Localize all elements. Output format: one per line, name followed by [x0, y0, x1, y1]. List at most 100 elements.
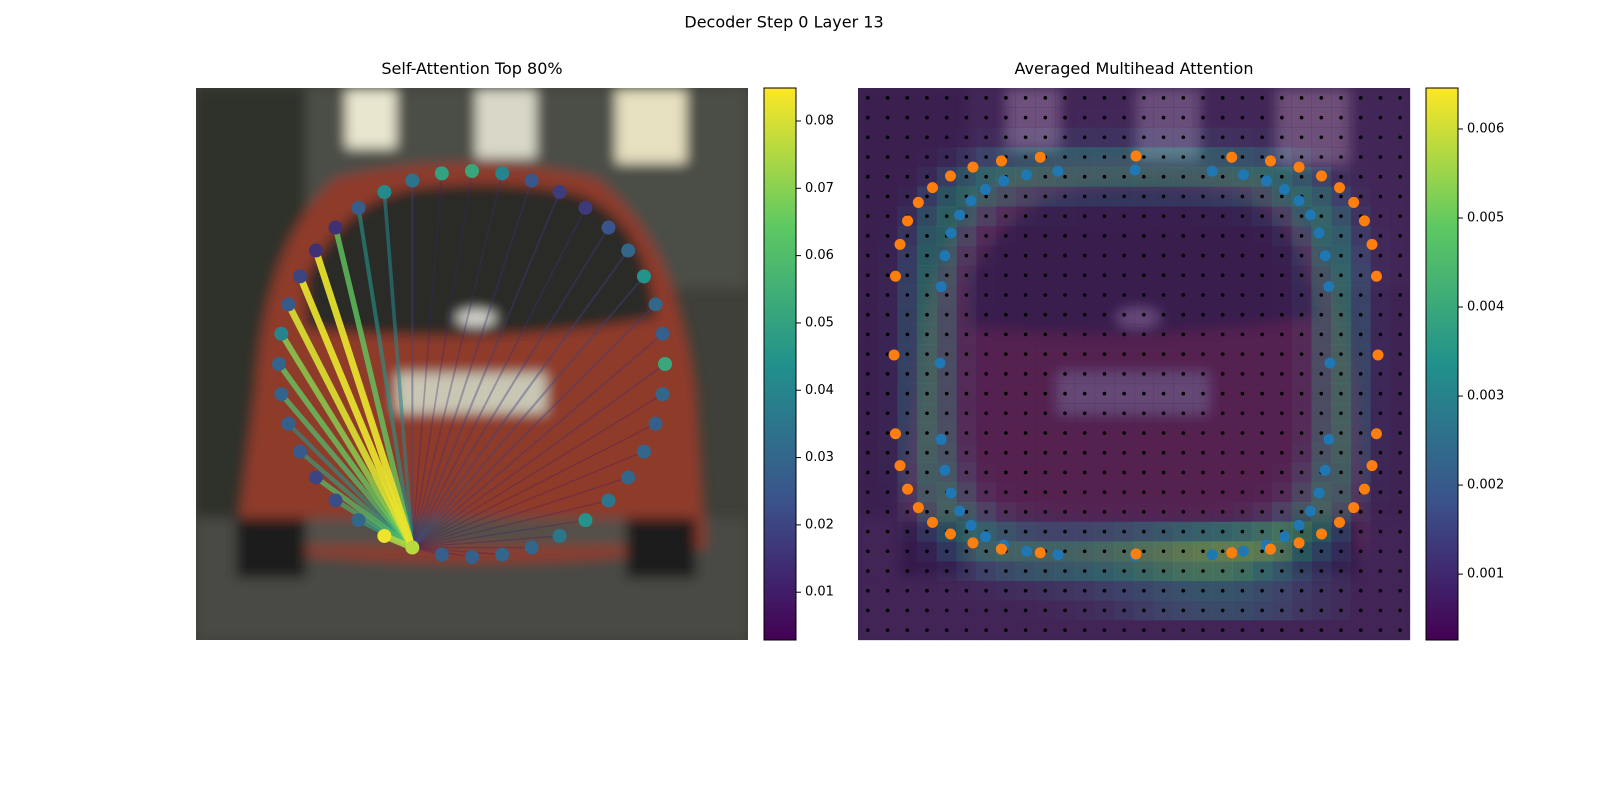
grid-dot	[885, 155, 890, 159]
attention-node	[405, 173, 420, 188]
grid-dot	[905, 155, 910, 159]
grid-dot	[866, 96, 870, 100]
keypoint	[944, 528, 956, 540]
grid-dot	[1181, 96, 1186, 100]
keypoint	[1034, 547, 1046, 559]
grid-dot	[1181, 312, 1186, 317]
grid-dot	[964, 273, 969, 278]
grid-dot	[1398, 588, 1402, 593]
grid-dot	[1358, 273, 1363, 278]
grid-dot	[1023, 391, 1028, 396]
grid-dot	[1004, 470, 1008, 475]
grid-dot	[1122, 490, 1126, 494]
grid-dot	[1299, 214, 1304, 218]
grid-dot	[1240, 214, 1245, 218]
grid-dot	[984, 450, 988, 455]
grid-dot	[1102, 510, 1107, 514]
grid-dot	[1082, 214, 1087, 218]
grid-dot	[1023, 608, 1028, 613]
grid-dot	[1181, 372, 1186, 376]
attention-edge	[411, 190, 561, 549]
grid-dot	[984, 312, 988, 317]
grid-dot	[1161, 214, 1166, 218]
grid-dot	[984, 293, 988, 297]
grid-dot	[1398, 135, 1402, 140]
grid-dot	[1023, 588, 1028, 593]
grid-dot	[1280, 510, 1284, 514]
grid-dot	[984, 411, 988, 416]
grid-dot	[1358, 391, 1363, 396]
grid-dot	[1122, 273, 1126, 278]
grid-dot	[1398, 312, 1402, 317]
grid-dot	[1142, 372, 1146, 376]
grid-dot	[1102, 352, 1107, 356]
keypoint	[954, 505, 966, 517]
grid-dot	[1043, 588, 1048, 593]
keypoint	[1293, 519, 1305, 531]
grid-dot	[1063, 608, 1067, 613]
grid-dot	[1102, 96, 1107, 100]
keypoint	[1021, 545, 1033, 557]
attention-node	[655, 387, 670, 402]
grid-dot	[1102, 628, 1107, 632]
grid-dot	[1161, 312, 1166, 317]
grid-dot	[944, 608, 949, 613]
keypoint	[1358, 483, 1370, 495]
grid-dot	[905, 431, 910, 435]
grid-dot	[925, 155, 929, 159]
grid-dot	[866, 510, 870, 514]
grid-dot	[1122, 234, 1126, 238]
grid-dot	[1043, 194, 1048, 199]
attention-node	[578, 513, 593, 528]
grid-dot	[1319, 273, 1324, 278]
grid-dot	[1201, 490, 1205, 494]
grid-dot	[1082, 273, 1087, 278]
attention-node	[465, 550, 479, 564]
grid-dot	[1023, 510, 1028, 514]
attention-node	[274, 326, 289, 341]
grid-dot	[1181, 273, 1186, 278]
grid-dot	[1339, 450, 1343, 455]
grid-dot	[1181, 450, 1186, 455]
grid-dot	[1161, 450, 1166, 455]
grid-dot	[1378, 628, 1383, 632]
grid-dot	[1378, 155, 1383, 159]
grid-dot	[1181, 293, 1186, 297]
attention-edge	[411, 332, 664, 549]
colorbar-tick-label: 0.005	[1467, 210, 1504, 225]
grid-dot	[925, 115, 929, 120]
grid-dot	[1142, 273, 1146, 278]
keypoint	[1260, 175, 1272, 187]
grid-dot	[1220, 273, 1225, 278]
grid-dot	[964, 470, 969, 475]
grid-dot	[964, 529, 969, 534]
grid-dot	[1201, 411, 1205, 416]
keypoint	[1293, 161, 1305, 173]
grid-dot	[1004, 352, 1008, 356]
keypoint	[945, 227, 957, 239]
grid-dot	[1378, 194, 1383, 199]
grid-dot	[1161, 470, 1166, 475]
grid-dot	[1201, 352, 1205, 356]
grid-dot	[1398, 510, 1402, 514]
grid-dot	[1339, 293, 1343, 297]
grid-dot	[1142, 529, 1146, 534]
keypoint	[1293, 195, 1305, 207]
grid-dot	[1122, 470, 1126, 475]
grid-dot	[1201, 608, 1205, 613]
grid-dot	[1260, 115, 1264, 120]
grid-dot	[1043, 135, 1048, 140]
keypoint	[995, 543, 1007, 555]
grid-dot	[1161, 194, 1166, 199]
keypoint	[954, 209, 966, 221]
grid-dot	[1378, 372, 1383, 376]
grid-dot	[1299, 352, 1304, 356]
grid-dot	[1161, 411, 1166, 416]
grid-dot	[905, 96, 910, 100]
grid-dot	[944, 273, 949, 278]
grid-dot	[866, 155, 870, 159]
grid-dot	[984, 490, 988, 494]
keypoint	[1265, 155, 1277, 167]
grid-dot	[1358, 234, 1363, 238]
attention-node	[308, 470, 323, 485]
